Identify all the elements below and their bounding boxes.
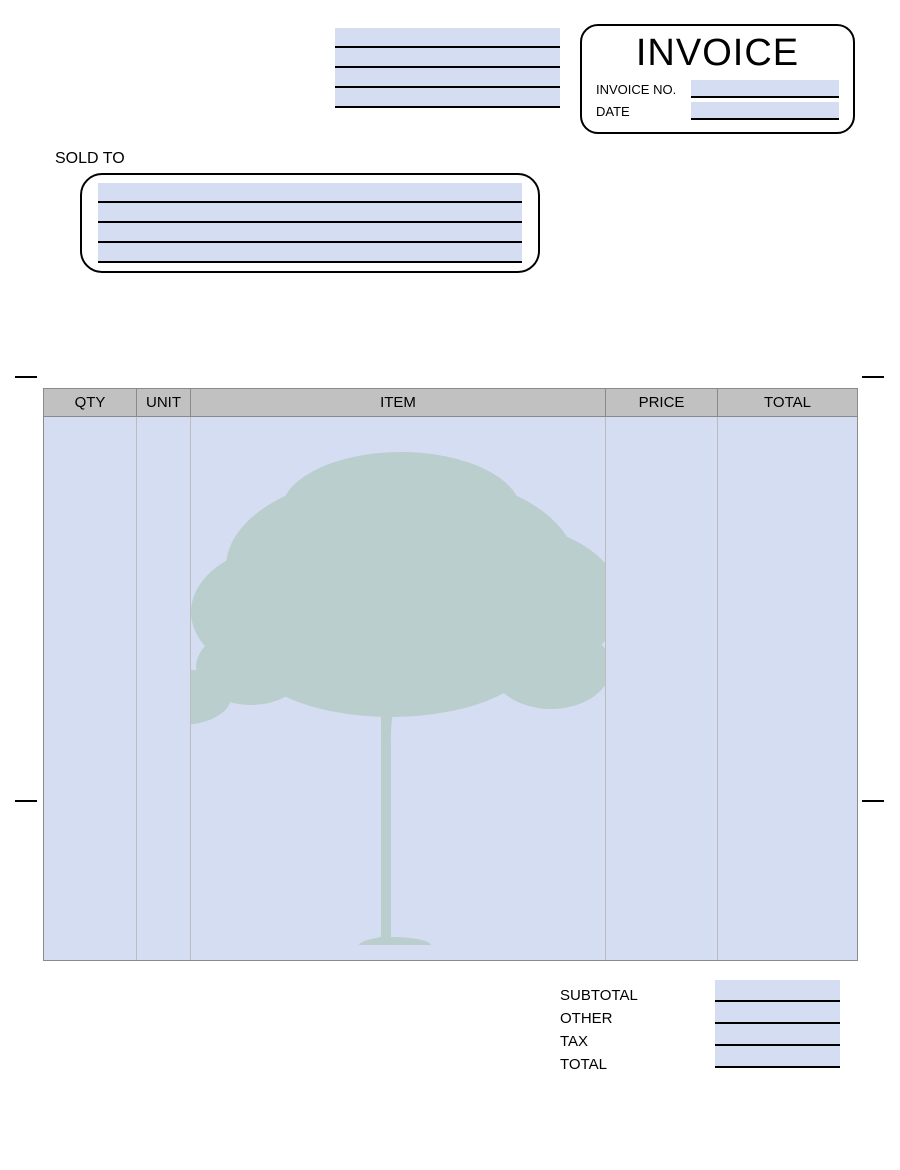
items-table: QTY UNIT ITEM PRICE TOTAL bbox=[43, 388, 858, 961]
totals-labels: SUBTOTAL OTHER TAX TOTAL bbox=[560, 984, 638, 1076]
totals-value-other[interactable] bbox=[715, 1002, 840, 1024]
col-header-qty: QTY bbox=[44, 389, 137, 417]
crop-mark-icon bbox=[15, 376, 37, 378]
from-line[interactable] bbox=[335, 28, 560, 48]
totals-label-subtotal: SUBTOTAL bbox=[560, 984, 638, 1007]
cell-unit[interactable] bbox=[137, 417, 191, 961]
totals-value-tax[interactable] bbox=[715, 1024, 840, 1046]
totals-label-tax: TAX bbox=[560, 1030, 638, 1053]
cell-total[interactable] bbox=[718, 417, 858, 961]
sold-to-box bbox=[80, 173, 540, 273]
col-header-item: ITEM bbox=[191, 389, 606, 417]
invoice-date-label: DATE bbox=[596, 104, 691, 119]
invoice-header-box: INVOICE INVOICE NO. DATE bbox=[580, 24, 855, 134]
totals-fields bbox=[715, 980, 840, 1068]
sold-to-line[interactable] bbox=[98, 203, 522, 223]
sold-to-label: SOLD TO bbox=[55, 150, 125, 168]
sold-to-line[interactable] bbox=[98, 223, 522, 243]
crop-mark-icon bbox=[15, 800, 37, 802]
tree-watermark-icon bbox=[191, 417, 605, 960]
col-header-price: PRICE bbox=[606, 389, 718, 417]
invoice-page: INVOICE INVOICE NO. DATE SOLD TO bbox=[0, 0, 900, 1170]
totals-value-total[interactable] bbox=[715, 1046, 840, 1068]
items-body-row[interactable] bbox=[44, 417, 858, 961]
invoice-title: INVOICE bbox=[596, 32, 839, 75]
from-line[interactable] bbox=[335, 48, 560, 68]
cell-qty[interactable] bbox=[44, 417, 137, 961]
invoice-date-field[interactable] bbox=[691, 102, 839, 120]
items-table-container: QTY UNIT ITEM PRICE TOTAL bbox=[43, 388, 857, 961]
sold-to-line[interactable] bbox=[98, 183, 522, 203]
col-header-total: TOTAL bbox=[718, 389, 858, 417]
cell-price[interactable] bbox=[606, 417, 718, 961]
col-header-unit: UNIT bbox=[137, 389, 191, 417]
invoice-no-field[interactable] bbox=[691, 80, 839, 98]
invoice-no-label: INVOICE NO. bbox=[596, 82, 691, 97]
totals-label-total: TOTAL bbox=[560, 1053, 638, 1076]
crop-mark-icon bbox=[862, 376, 884, 378]
totals-label-other: OTHER bbox=[560, 1007, 638, 1030]
crop-mark-icon bbox=[862, 800, 884, 802]
totals-value-subtotal[interactable] bbox=[715, 980, 840, 1002]
from-address-box bbox=[335, 28, 560, 108]
sold-to-line[interactable] bbox=[98, 243, 522, 263]
from-line[interactable] bbox=[335, 88, 560, 108]
cell-item[interactable] bbox=[191, 417, 606, 961]
from-line[interactable] bbox=[335, 68, 560, 88]
invoice-date-row: DATE bbox=[596, 101, 839, 121]
invoice-no-row: INVOICE NO. bbox=[596, 79, 839, 99]
